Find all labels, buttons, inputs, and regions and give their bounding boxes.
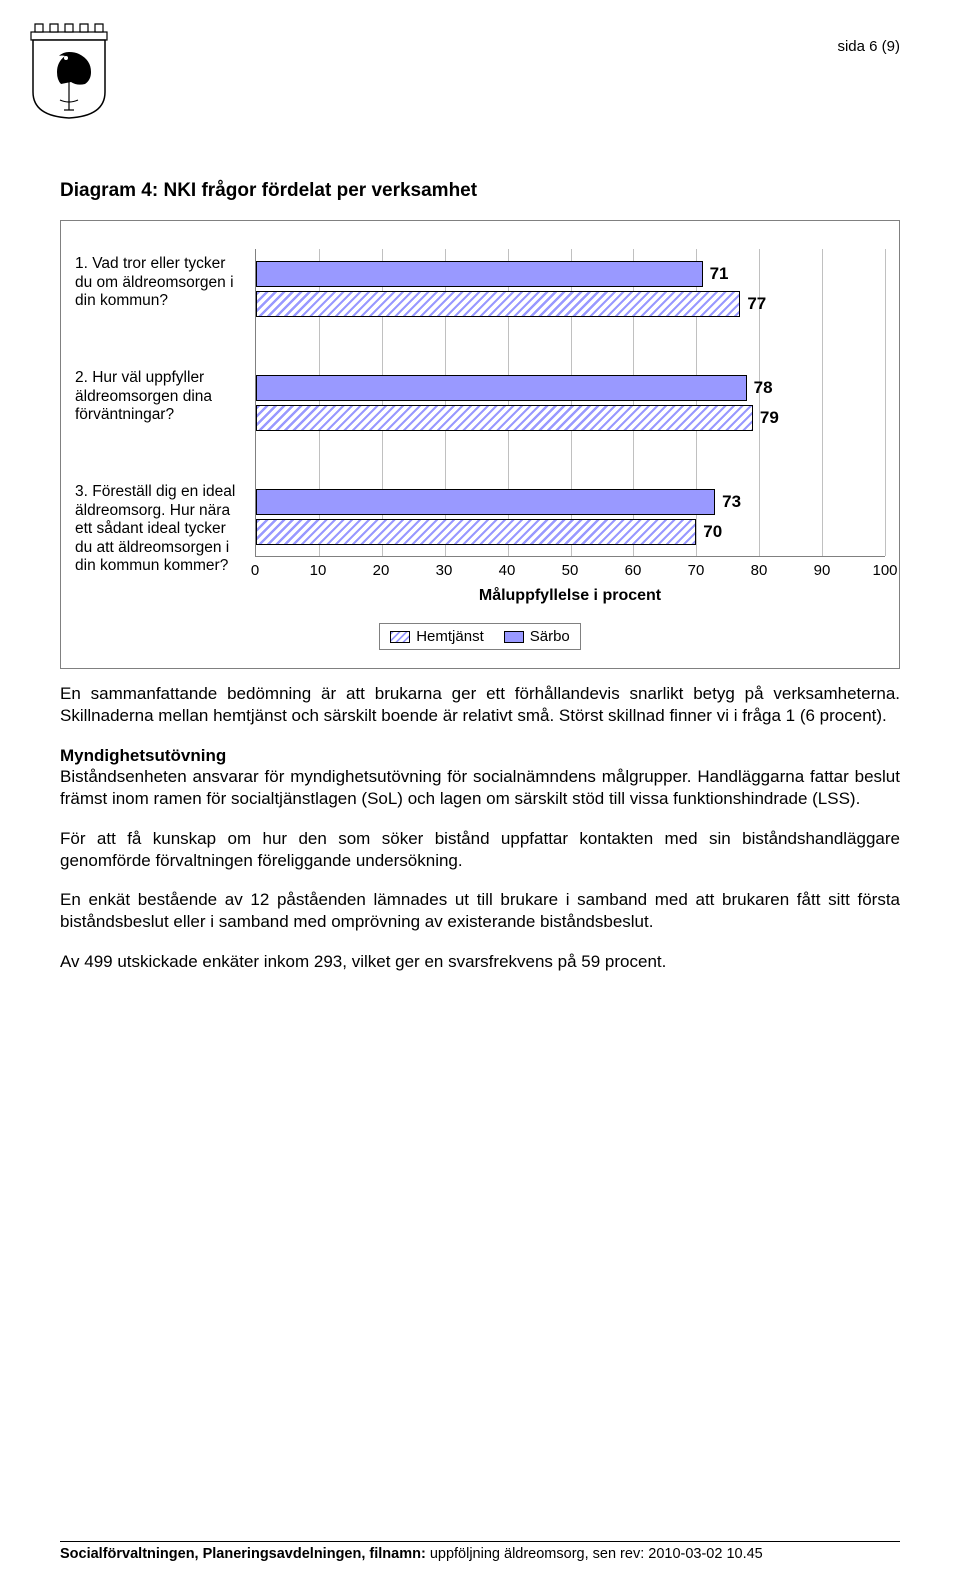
chart-container: 1. Vad tror eller tycker du om äldreomso… bbox=[60, 220, 900, 669]
chart-category-label: 2. Hur väl uppfyller äldreomsorgen dina … bbox=[75, 369, 249, 425]
chart-y-labels: 1. Vad tror eller tycker du om äldreomso… bbox=[75, 249, 255, 557]
chart-x-tick: 10 bbox=[310, 562, 327, 579]
legend-label: Särbo bbox=[530, 628, 570, 645]
paragraph-summary: En sammanfattande bedömning är att bruka… bbox=[60, 683, 900, 727]
chart-plot-column: 717778797370 0102030405060708090100 Målu… bbox=[255, 249, 885, 605]
chart-x-tick: 30 bbox=[436, 562, 453, 579]
legend-swatch bbox=[504, 631, 524, 643]
chart-category-label: 1. Vad tror eller tycker du om äldreomso… bbox=[75, 255, 249, 311]
chart-bar-value: 70 bbox=[695, 522, 722, 542]
legend-swatch bbox=[390, 631, 410, 643]
chart-bar-value: 71 bbox=[702, 264, 729, 284]
chart-bar: 78 bbox=[256, 375, 747, 401]
chart-gridline bbox=[822, 249, 823, 556]
legend-item: Särbo bbox=[504, 628, 570, 645]
chart-x-axis-title: Måluppfyllelse i procent bbox=[255, 587, 885, 605]
chart-bar: 70 bbox=[256, 519, 696, 545]
chart-plot-area: 717778797370 bbox=[255, 249, 885, 557]
chart-bar: 73 bbox=[256, 489, 715, 515]
section-title-authority: Myndighetsutövning bbox=[60, 745, 900, 767]
chart-bar-value: 79 bbox=[752, 408, 779, 428]
paragraph-survey: En enkät bestående av 12 påståenden lämn… bbox=[60, 889, 900, 933]
chart-legend: Hemtjänst Särbo bbox=[379, 623, 581, 650]
legend-label: Hemtjänst bbox=[416, 628, 484, 645]
footer-suffix: uppföljning äldreomsorg, sen rev: 2010-0… bbox=[430, 1546, 763, 1562]
page-header: sida 6 (9) bbox=[60, 20, 900, 130]
chart-category-label: 3. Föreställ dig en ideal äldreomsorg. H… bbox=[75, 483, 249, 576]
chart-gridline bbox=[885, 249, 886, 556]
paragraph-authority-text: Biståndsenheten ansvarar för myndighetsu… bbox=[60, 767, 900, 808]
body-text: En sammanfattande bedömning är att bruka… bbox=[60, 683, 900, 973]
chart-bar: 77 bbox=[256, 291, 740, 317]
page-number: sida 6 (9) bbox=[837, 38, 900, 55]
chart-x-tick: 60 bbox=[625, 562, 642, 579]
chart-x-tick: 40 bbox=[499, 562, 516, 579]
chart-x-tick: 0 bbox=[251, 562, 259, 579]
chart-x-axis: 0102030405060708090100 bbox=[255, 557, 885, 585]
chart-x-tick: 20 bbox=[373, 562, 390, 579]
chart-x-tick: 50 bbox=[562, 562, 579, 579]
chart-x-tick: 80 bbox=[751, 562, 768, 579]
paragraph-purpose: För att få kunskap om hur den som söker … bbox=[60, 828, 900, 872]
chart-bar-value: 78 bbox=[746, 378, 773, 398]
chart-x-tick: 90 bbox=[814, 562, 831, 579]
page-footer: Socialförvaltningen, Planeringsavdelning… bbox=[60, 1541, 900, 1562]
chart-bar: 71 bbox=[256, 261, 703, 287]
chart-x-tick: 70 bbox=[688, 562, 705, 579]
chart-bar-value: 77 bbox=[739, 294, 766, 314]
paragraph-authority: Myndighetsutövning Biståndsenheten ansva… bbox=[60, 745, 900, 810]
chart-x-tick: 100 bbox=[872, 562, 897, 579]
legend-item: Hemtjänst bbox=[390, 628, 484, 645]
diagram-title: Diagram 4: NKI frågor fördelat per verks… bbox=[60, 180, 900, 202]
page: sida 6 (9) Diagram 4: NKI frågor fördela… bbox=[0, 0, 960, 1582]
chart-body: 1. Vad tror eller tycker du om äldreomso… bbox=[75, 249, 885, 605]
paragraph-response: Av 499 utskickade enkäter inkom 293, vil… bbox=[60, 951, 900, 973]
chart-bar: 79 bbox=[256, 405, 753, 431]
chart-bar-value: 73 bbox=[714, 492, 741, 512]
footer-prefix: Socialförvaltningen, Planeringsavdelning… bbox=[60, 1546, 430, 1562]
municipal-crest-logo bbox=[30, 20, 108, 125]
